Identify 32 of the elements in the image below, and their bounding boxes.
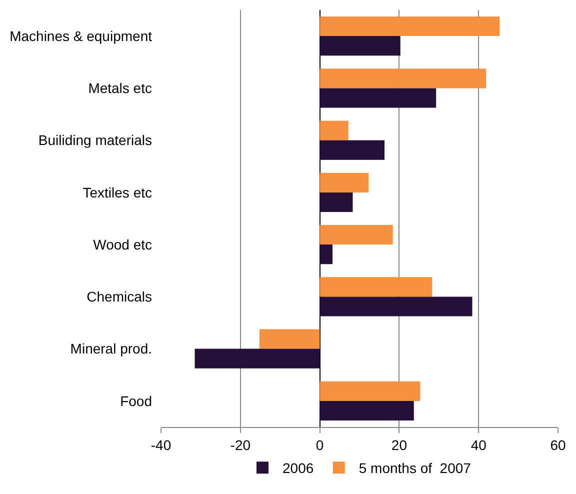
bar [320,172,369,192]
bar [320,225,393,245]
x-tick-label: 0 [316,436,324,453]
bar [320,192,353,212]
y-tick-label: Food [120,392,152,409]
bar [320,36,400,56]
bar [320,88,436,108]
y-tick-label: Chemicals [86,288,152,305]
x-tick-label: 60 [550,436,566,453]
x-tick-label: 40 [470,436,487,453]
y-tick-label: Builiding materials [38,132,152,148]
x-tick-label: 20 [391,436,408,453]
bar [320,68,486,88]
bar [320,140,385,160]
y-tick-label: Mineral prod. [70,340,152,357]
bar [320,400,414,420]
x-tick-label: -20 [230,436,251,453]
y-tick-label: Machines & equipment [10,28,152,44]
bar [320,381,420,401]
bar [320,16,500,36]
y-tick-label: Textiles etc [82,184,152,200]
bar [320,277,432,297]
bar [194,348,320,368]
legend-label: 5 months of 2007 [358,460,472,476]
bar [320,296,472,316]
y-tick-label: Wood etc [93,236,152,252]
bar [320,244,332,264]
bar [320,120,348,140]
y-tick-label: Metals etc [88,80,152,96]
x-tick-label: -40 [150,436,172,453]
bar [259,329,320,349]
legend-label: 2006 [282,460,314,476]
